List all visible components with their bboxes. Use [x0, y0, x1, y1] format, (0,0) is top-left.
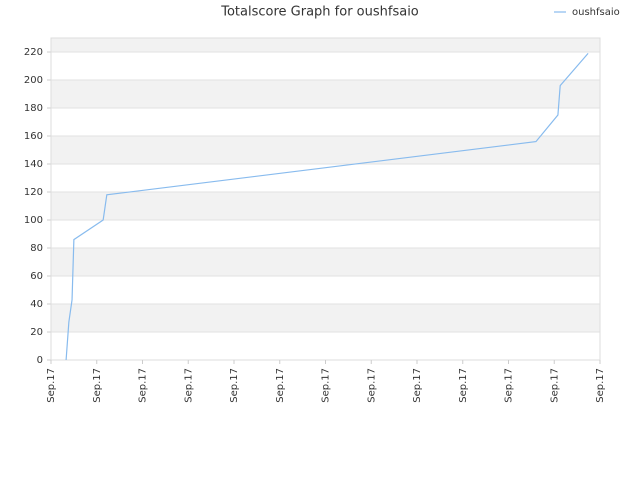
y-tick-label: 220	[24, 47, 43, 58]
grid-band	[51, 80, 600, 108]
x-tick-label: Sep.17	[504, 368, 515, 403]
y-tick-label: 60	[30, 271, 43, 282]
grid-band	[51, 304, 600, 332]
grid-band	[51, 38, 600, 52]
y-tick-label: 40	[30, 299, 43, 310]
x-tick-label: Sep.17	[275, 368, 286, 403]
x-tick-label: Sep.17	[138, 368, 149, 403]
grid-band	[51, 136, 600, 164]
y-tick-label: 200	[24, 75, 43, 86]
x-tick-label: Sep.17	[183, 368, 194, 403]
x-tick-label: Sep.17	[595, 368, 606, 403]
y-tick-label: 20	[30, 327, 43, 338]
y-tick-label: 180	[24, 103, 43, 114]
grid-band	[51, 248, 600, 276]
y-tick-label: 100	[24, 215, 43, 226]
chart-title: Totalscore Graph for oushfsaio	[220, 5, 419, 20]
x-tick-label: Sep.17	[46, 368, 57, 403]
x-tick-label: Sep.17	[321, 368, 332, 403]
x-tick-label: Sep.17	[229, 368, 240, 403]
legend-label: oushfsaio	[572, 7, 620, 18]
line	[65, 53, 589, 361]
x-tick-label: Sep.17	[366, 368, 377, 403]
x-tick-label: Sep.17	[458, 368, 469, 403]
x-tick-label: Sep.17	[549, 368, 560, 403]
x-tick-label: Sep.17	[92, 368, 103, 403]
y-tick-label: 140	[24, 159, 43, 170]
y-tick-label: 160	[24, 131, 43, 142]
y-tick-label: 80	[30, 243, 43, 254]
grid-band	[51, 192, 600, 220]
y-tick-label: 120	[24, 187, 43, 198]
x-tick-label: Sep.17	[412, 368, 423, 403]
y-tick-label: 0	[37, 355, 43, 366]
